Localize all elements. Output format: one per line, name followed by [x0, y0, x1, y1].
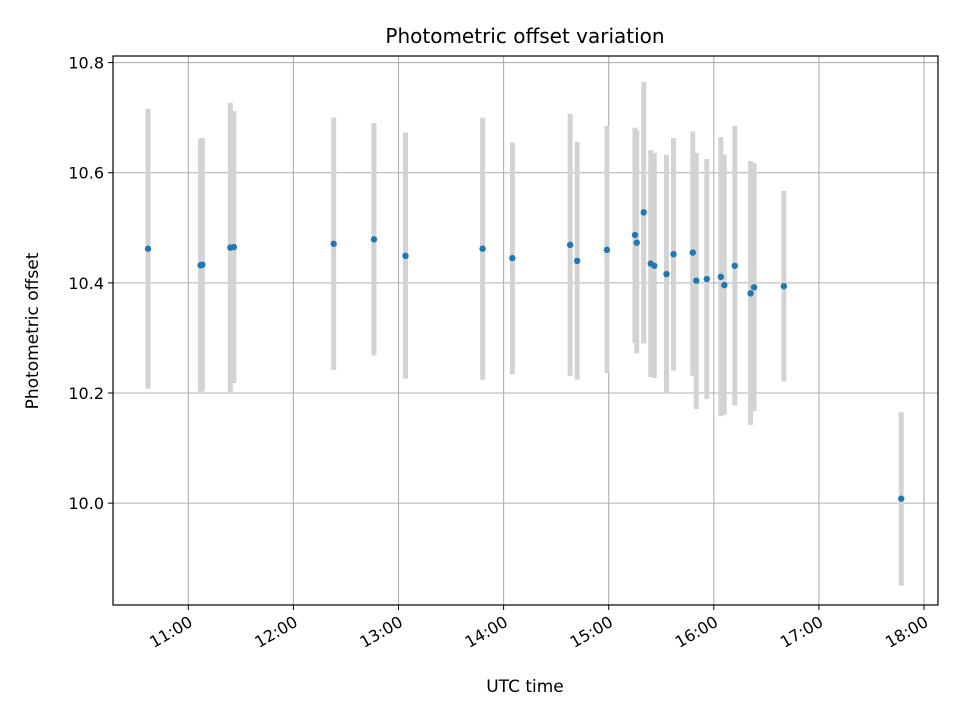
- data-point: [330, 240, 337, 247]
- data-point: [703, 275, 710, 283]
- tick-layer: 11:00 12:00 13:00 14:00 15:00 16:00 17:00 18:00…: [68, 54, 931, 652]
- x-axis-label: UTC time: [486, 677, 564, 697]
- data-point: [199, 261, 206, 268]
- chart-title: Photometric offset variation: [385, 24, 664, 48]
- data-point: [750, 284, 758, 291]
- data-point: [663, 270, 670, 278]
- data-point: [747, 290, 754, 297]
- x-tick-label: 14:00: [462, 612, 511, 652]
- x-tick-label: 11:00: [146, 612, 195, 652]
- point-layer: [144, 209, 905, 502]
- data-point: [693, 277, 700, 284]
- data-point: [731, 262, 739, 269]
- data-point: [670, 251, 677, 258]
- x-tick-label: 13:00: [356, 612, 405, 652]
- data-point: [566, 241, 574, 249]
- y-axis-label: Photometric offset: [23, 252, 43, 409]
- grid-layer: [113, 56, 938, 605]
- data-point: [631, 231, 639, 239]
- data-point: [717, 273, 725, 281]
- data-point: [640, 209, 647, 216]
- data-point: [721, 281, 728, 289]
- y-tick-label: 10.4: [68, 274, 104, 293]
- data-point: [573, 257, 581, 265]
- errorbar-layer: [145, 81, 904, 586]
- y-tick-label: 10.8: [68, 54, 104, 73]
- data-point: [402, 252, 409, 260]
- x-tick-label: 17:00: [777, 612, 826, 652]
- y-tick-label: 10.2: [68, 384, 104, 403]
- data-point: [780, 282, 788, 290]
- data-point: [603, 246, 611, 254]
- data-point: [230, 243, 238, 251]
- data-point: [651, 262, 658, 269]
- y-tick-label: 10.6: [68, 164, 104, 183]
- data-point: [898, 495, 905, 502]
- x-tick-label: 12:00: [251, 612, 300, 652]
- data-point: [144, 245, 152, 252]
- data-point: [633, 239, 640, 246]
- data-point: [370, 236, 378, 243]
- x-tick-label: 18:00: [882, 612, 931, 652]
- plot-frame: [112, 55, 939, 606]
- x-tick-label: 15:00: [567, 612, 616, 652]
- data-point: [689, 249, 696, 256]
- data-point: [479, 245, 486, 252]
- x-tick-label: 16:00: [672, 612, 721, 652]
- y-tick-label: 10.0: [68, 494, 104, 513]
- data-point: [509, 254, 516, 262]
